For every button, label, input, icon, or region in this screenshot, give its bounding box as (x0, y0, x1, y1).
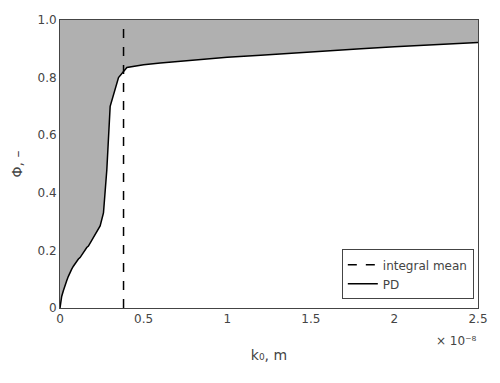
svg-text:0.2: 0.2 (38, 244, 57, 258)
svg-text:integral mean: integral mean (383, 259, 467, 273)
svg-text:2.5: 2.5 (468, 312, 487, 326)
svg-text:2: 2 (391, 312, 399, 326)
svg-text:1.0: 1.0 (38, 13, 57, 27)
svg-text:k₀, m: k₀, m (251, 347, 287, 363)
svg-text:Φ, –: Φ, – (9, 151, 25, 178)
svg-text:0.6: 0.6 (38, 128, 57, 142)
svg-text:1.5: 1.5 (301, 312, 320, 326)
svg-text:0.5: 0.5 (134, 312, 153, 326)
svg-text:× 10⁻⁸: × 10⁻⁸ (436, 334, 476, 348)
svg-text:PD: PD (383, 278, 399, 292)
svg-text:0: 0 (56, 312, 64, 326)
svg-text:0.4: 0.4 (38, 186, 57, 200)
svg-text:1: 1 (223, 312, 231, 326)
svg-text:0.8: 0.8 (38, 71, 57, 85)
svg-text:0: 0 (49, 301, 57, 315)
